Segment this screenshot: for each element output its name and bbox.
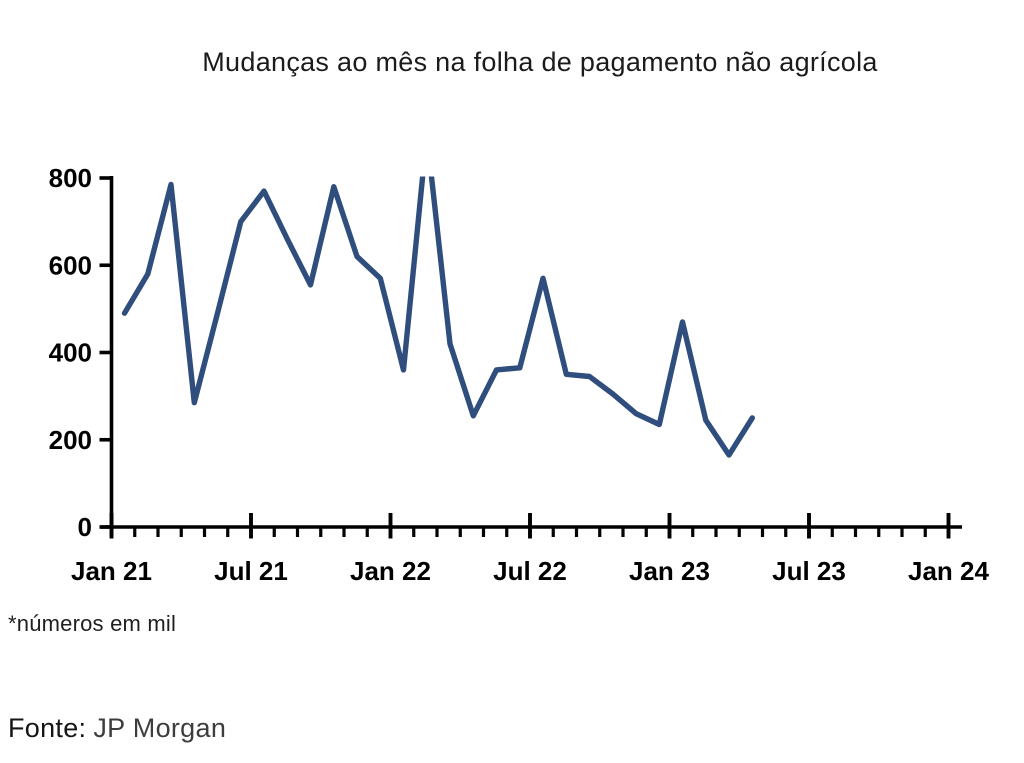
- x-axis-label: Jan 24: [908, 556, 989, 586]
- y-axis-label: 400: [49, 338, 92, 368]
- x-axis-label: Jul 21: [214, 556, 288, 586]
- y-axis-label: 600: [49, 250, 92, 280]
- source-value: JP Morgan: [93, 713, 227, 743]
- x-axis-label: Jul 22: [493, 556, 567, 586]
- source-line: Fonte: JP Morgan: [8, 713, 226, 744]
- x-axis-label: Jul 23: [772, 556, 846, 586]
- y-axis-label: 0: [78, 512, 92, 542]
- x-axis-label: Jan 22: [350, 556, 431, 586]
- x-axis-label: Jan 21: [71, 556, 152, 586]
- x-axis-label: Jan 23: [629, 556, 710, 586]
- y-axis-label: 800: [49, 163, 92, 193]
- source-label: Fonte:: [8, 713, 87, 743]
- payroll-series-line: [121, 176, 755, 458]
- y-axis-label: 200: [49, 425, 92, 455]
- chart-title: Mudanças ao mês na folha de pagamento nã…: [202, 47, 878, 77]
- units-footnote: *números em mil: [8, 611, 177, 636]
